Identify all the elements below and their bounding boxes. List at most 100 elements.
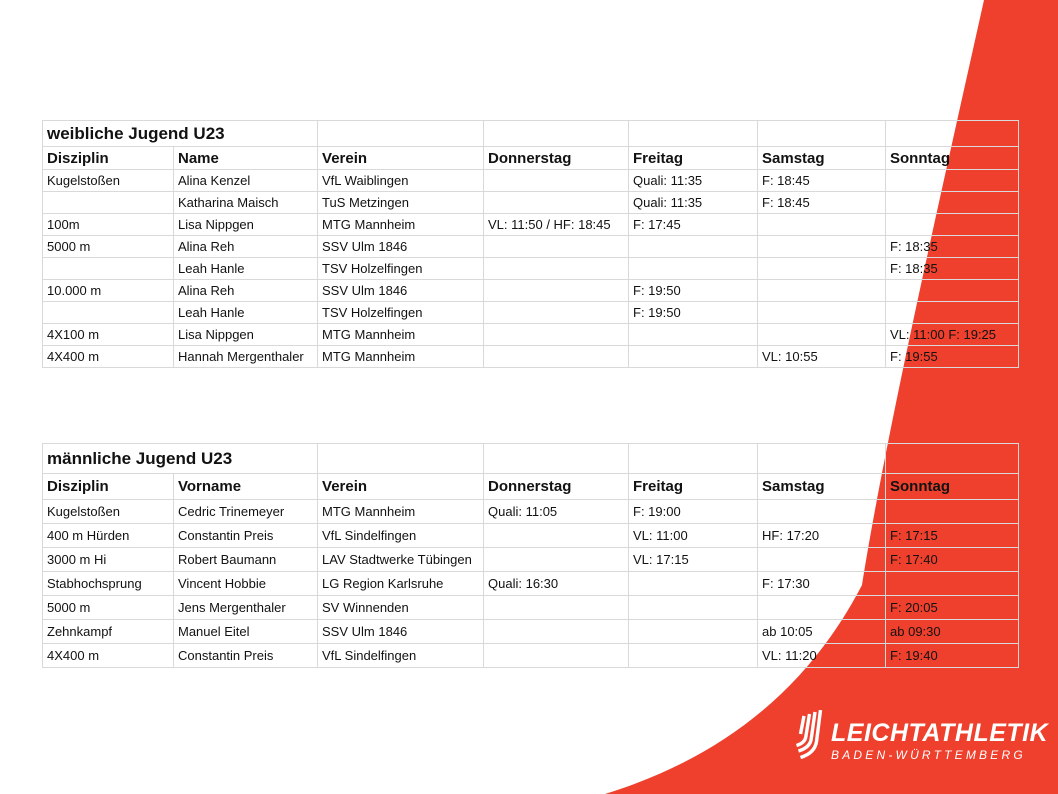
empty-cell bbox=[483, 443, 630, 474]
table-cell: ab 09:30 bbox=[885, 619, 1020, 644]
table-maennliche-jugend-u23: männliche Jugend U23 Disziplin Vorname Vere… bbox=[41, 443, 1020, 668]
column-header: Samstag bbox=[757, 473, 887, 500]
table-cell: Constantin Preis bbox=[172, 523, 319, 548]
table-cell bbox=[885, 169, 1020, 192]
table-cell: Quali: 16:30 bbox=[483, 571, 630, 596]
table-cell: VL: 11:00 bbox=[628, 523, 759, 548]
table-row: Stabhochsprung Vincent Hobbie LG Region Ka… bbox=[42, 571, 1020, 596]
table-cell bbox=[757, 279, 887, 302]
column-header: Vorname bbox=[172, 473, 319, 500]
table-cell bbox=[628, 643, 759, 668]
table-cell: 4X400 m bbox=[42, 643, 174, 668]
table-cell bbox=[628, 571, 759, 596]
table-cell bbox=[628, 235, 759, 258]
table-row: Kugelstoßen Cedric Trinemeyer MTG Mannheim… bbox=[42, 499, 1020, 524]
table-row: 4X400 m Constantin Preis VfL Sindelfingen V… bbox=[42, 643, 1020, 668]
table-cell: Quali: 11:35 bbox=[628, 191, 759, 214]
table-cell bbox=[628, 345, 759, 368]
table-row: 10.000 m Alina Reh SSV Ulm 1846 F: 19:50 bbox=[42, 279, 1020, 302]
table-row: 4X100 m Lisa Nippgen MTG Mannheim VL: 11:00… bbox=[42, 323, 1020, 346]
table-cell bbox=[885, 191, 1020, 214]
table-cell: F: 17:30 bbox=[757, 571, 887, 596]
table-cell bbox=[757, 301, 887, 324]
table-cell: Cedric Trinemeyer bbox=[172, 499, 319, 524]
table-cell: Alina Kenzel bbox=[172, 169, 319, 192]
table-cell: TSV Holzelfingen bbox=[317, 257, 485, 280]
table-cell: F: 19:00 bbox=[628, 499, 759, 524]
column-header: Sonntag bbox=[885, 146, 1020, 170]
lbw-logo: LEICHTATHLETIK BADEN-WÜRTTEMBERG bbox=[792, 710, 1048, 764]
table-cell bbox=[628, 595, 759, 620]
table-cell: F: 20:05 bbox=[885, 595, 1020, 620]
table-cell: 10.000 m bbox=[42, 279, 174, 302]
table-cell: 5000 m bbox=[42, 235, 174, 258]
table-cell: Vincent Hobbie bbox=[172, 571, 319, 596]
logo-text: LEICHTATHLETIK BADEN-WÜRTTEMBERG bbox=[831, 710, 1049, 762]
table-cell: 3000 m Hi bbox=[42, 547, 174, 572]
table-cell bbox=[42, 191, 174, 214]
empty-cell bbox=[317, 120, 485, 147]
table-cell bbox=[757, 257, 887, 280]
table-cell: Alina Reh bbox=[172, 279, 319, 302]
column-header: Disziplin bbox=[42, 473, 174, 500]
table-cell: Hannah Mergenthaler bbox=[172, 345, 319, 368]
table-cell: SSV Ulm 1846 bbox=[317, 279, 485, 302]
table-cell: 4X100 m bbox=[42, 323, 174, 346]
table-cell: 100m bbox=[42, 213, 174, 236]
logo-subtitle: BADEN-WÜRTTEMBERG bbox=[831, 748, 1026, 762]
table-cell: Robert Baumann bbox=[172, 547, 319, 572]
table-cell: 5000 m bbox=[42, 595, 174, 620]
table-cell: F: 19:55 bbox=[885, 345, 1020, 368]
table-cell bbox=[42, 257, 174, 280]
table-cell bbox=[885, 279, 1020, 302]
table-cell bbox=[483, 619, 630, 644]
table-cell: MTG Mannheim bbox=[317, 323, 485, 346]
table-row: 5000 m Jens Mergenthaler SV Winnenden F: 20… bbox=[42, 595, 1020, 620]
table-cell: MTG Mannheim bbox=[317, 213, 485, 236]
empty-cell bbox=[757, 443, 887, 474]
empty-cell bbox=[757, 120, 887, 147]
table-cell: Alina Reh bbox=[172, 235, 319, 258]
table-cell: F: 17:45 bbox=[628, 213, 759, 236]
table-cell bbox=[483, 345, 630, 368]
empty-cell bbox=[628, 443, 759, 474]
column-header: Freitag bbox=[628, 473, 759, 500]
table-cell: F: 18:35 bbox=[885, 257, 1020, 280]
table-cell: SV Winnenden bbox=[317, 595, 485, 620]
table-cell: VL: 17:15 bbox=[628, 547, 759, 572]
table-cell bbox=[628, 323, 759, 346]
logo-title: LEICHTATHLETIK bbox=[831, 719, 1049, 747]
column-header: Donnerstag bbox=[483, 473, 630, 500]
table-cell: SSV Ulm 1846 bbox=[317, 235, 485, 258]
table-cell: Kugelstoßen bbox=[42, 169, 174, 192]
track-stripes-icon bbox=[795, 710, 823, 760]
table-cell bbox=[885, 301, 1020, 324]
column-header: Name bbox=[172, 146, 319, 170]
table-cell: F: 18:45 bbox=[757, 191, 887, 214]
table-cell: VL: 11:20 bbox=[757, 643, 887, 668]
table-row: 5000 m Alina Reh SSV Ulm 1846 F: 18:35 bbox=[42, 235, 1020, 258]
table-cell bbox=[757, 595, 887, 620]
table-cell: Leah Hanle bbox=[172, 257, 319, 280]
table-cell: Quali: 11:35 bbox=[628, 169, 759, 192]
table-cell bbox=[483, 191, 630, 214]
table-cell: F: 18:45 bbox=[757, 169, 887, 192]
column-header: Verein bbox=[317, 473, 485, 500]
table-cell bbox=[757, 499, 887, 524]
table-cell: VL: 10:55 bbox=[757, 345, 887, 368]
empty-cell bbox=[317, 443, 485, 474]
empty-cell bbox=[483, 120, 630, 147]
table-cell: VL: 11:00 F: 19:25 bbox=[885, 323, 1020, 346]
table-cell bbox=[885, 213, 1020, 236]
table-cell bbox=[483, 235, 630, 258]
table-cell: 4X400 m bbox=[42, 345, 174, 368]
table-cell: Manuel Eitel bbox=[172, 619, 319, 644]
table-cell: 400 m Hürden bbox=[42, 523, 174, 548]
table-cell: TSV Holzelfingen bbox=[317, 301, 485, 324]
table-cell bbox=[885, 499, 1020, 524]
table-cell bbox=[757, 323, 887, 346]
table-cell bbox=[757, 547, 887, 572]
table-cell: F: 19:40 bbox=[885, 643, 1020, 668]
table-cell: LG Region Karlsruhe bbox=[317, 571, 485, 596]
